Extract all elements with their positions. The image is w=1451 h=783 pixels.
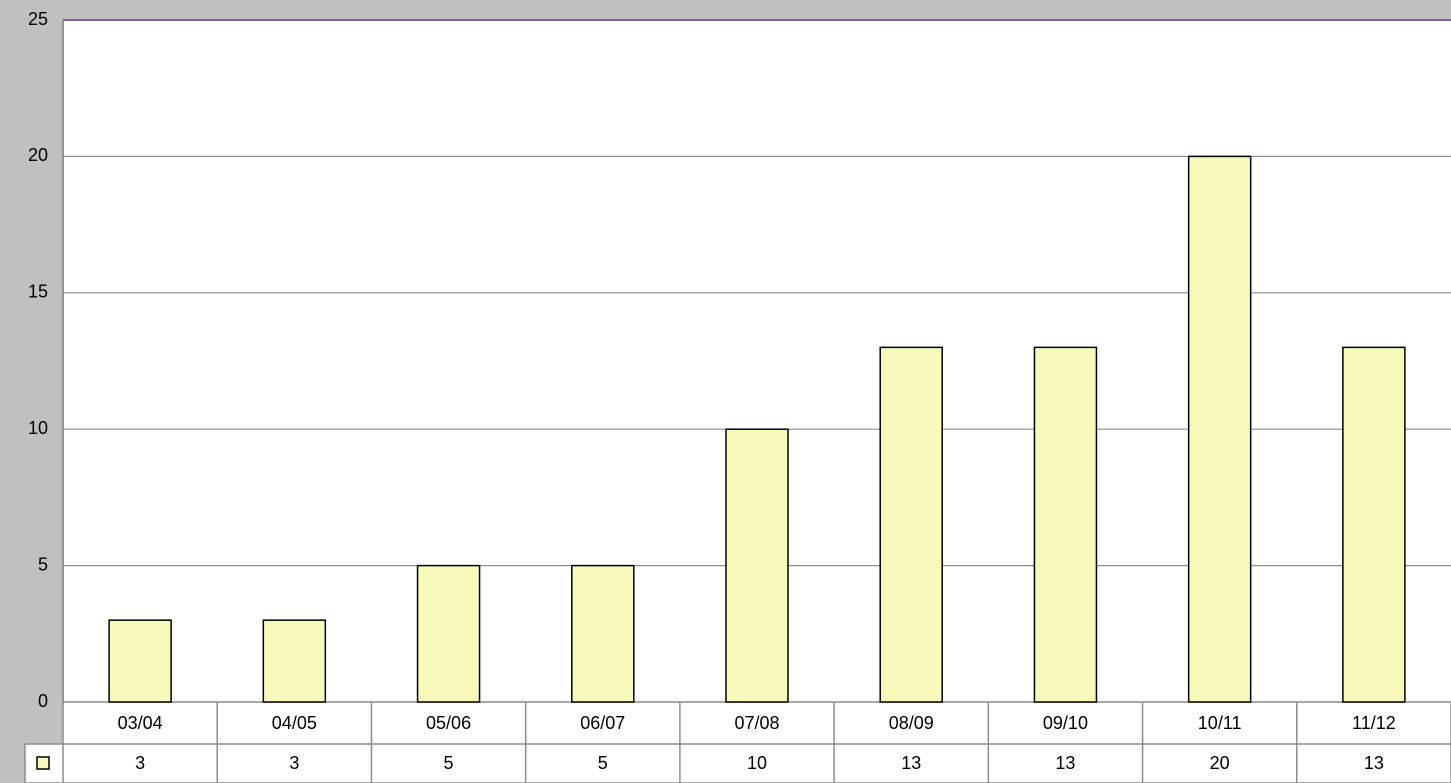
bar — [725, 428, 789, 703]
y-tick-label: 25 — [28, 9, 48, 29]
bar — [108, 619, 172, 703]
y-tick-label: 20 — [28, 145, 48, 165]
data-table — [25, 702, 1451, 783]
x-tick-label: 03/04 — [118, 713, 163, 733]
x-tick-label: 06/07 — [580, 713, 625, 733]
x-tick-label: 08/09 — [889, 713, 934, 733]
table-value: 13 — [901, 753, 921, 773]
bar — [416, 564, 481, 703]
bar — [1342, 346, 1406, 703]
y-tick-label: 0 — [38, 691, 48, 711]
table-value: 3 — [289, 753, 299, 773]
y-tick-label: 5 — [38, 554, 48, 574]
table-value: 10 — [747, 753, 767, 773]
y-tick-label: 15 — [28, 282, 48, 302]
x-tick-label: 04/05 — [272, 713, 317, 733]
table-value: 5 — [598, 753, 608, 773]
y-tick-label: 10 — [28, 418, 48, 438]
x-tick-label: 10/11 — [1198, 713, 1242, 733]
table-value: 3 — [135, 753, 145, 773]
bar — [571, 564, 635, 703]
bar — [262, 619, 327, 703]
legend-key — [36, 756, 50, 770]
x-tick-label: 05/06 — [426, 713, 471, 733]
table-value: 5 — [444, 753, 454, 773]
table-value: 13 — [1055, 753, 1075, 773]
x-tick-label: 11/12 — [1352, 713, 1396, 733]
bar — [1033, 346, 1098, 703]
bar — [1187, 155, 1252, 703]
table-value: 20 — [1210, 753, 1230, 773]
x-tick-label: 09/10 — [1043, 713, 1088, 733]
table-corner — [25, 702, 63, 744]
x-tick-label: 07/08 — [734, 713, 779, 733]
table-value: 13 — [1364, 753, 1384, 773]
bar — [879, 346, 943, 703]
